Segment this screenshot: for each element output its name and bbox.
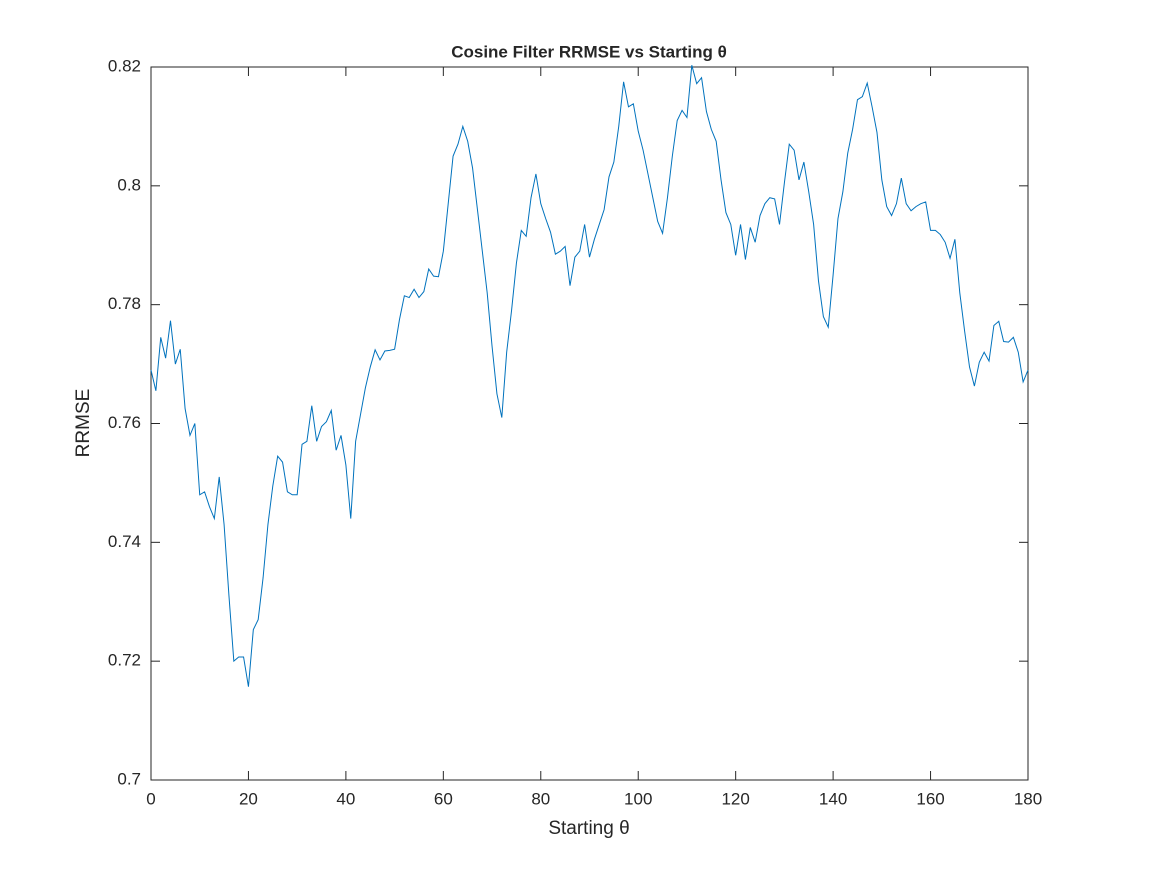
x-tick-label: 40 xyxy=(336,789,355,808)
plot-box xyxy=(150,66,1029,781)
y-tick-label: 0.7 xyxy=(117,769,141,788)
x-tick-label: 140 xyxy=(819,789,847,808)
x-tick-label: 160 xyxy=(916,789,944,808)
data-line xyxy=(150,65,1029,687)
x-tick-label: 180 xyxy=(1014,789,1042,808)
x-axis-label: Starting θ xyxy=(548,818,629,839)
y-tick-label: 0.74 xyxy=(108,532,141,551)
y-tick-label: 0.72 xyxy=(108,651,141,670)
x-tick-label: 0 xyxy=(146,789,155,808)
x-tick-label: 120 xyxy=(721,789,749,808)
chart-title: Cosine Filter RRMSE vs Starting θ xyxy=(451,42,727,61)
y-tick-label: 0.78 xyxy=(108,294,141,313)
y-tick-label: 0.82 xyxy=(108,56,141,75)
x-tick-label: 60 xyxy=(434,789,453,808)
x-tick-label: 100 xyxy=(624,789,652,808)
y-tick-label: 0.76 xyxy=(108,413,141,432)
y-tick-label: 0.8 xyxy=(117,175,141,194)
x-tick-label: 80 xyxy=(531,789,550,808)
x-tick-label: 20 xyxy=(239,789,258,808)
y-axis-label: RRMSE xyxy=(73,389,94,458)
